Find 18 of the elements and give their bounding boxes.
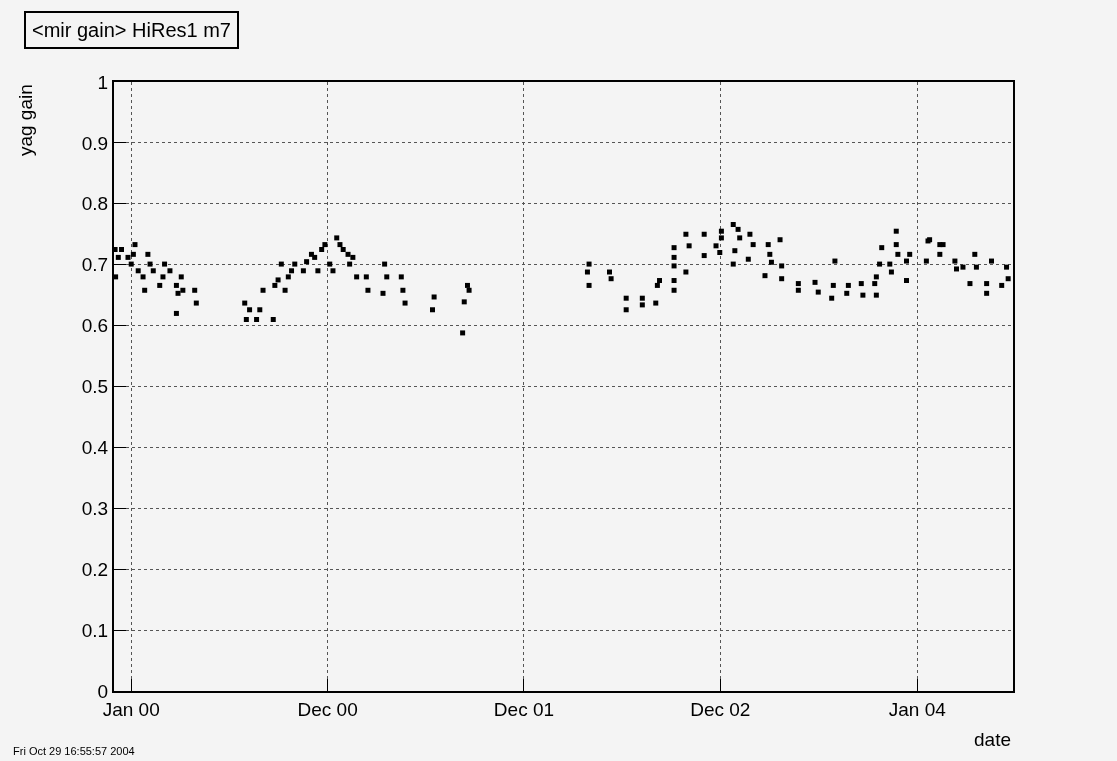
y-tick-label: 0.9 [81, 132, 109, 154]
y-tick-label: 1 [97, 71, 109, 93]
y-tick-label: 0.4 [81, 437, 109, 459]
y-tick-label: 0.2 [81, 558, 109, 580]
y-tick-label: 0.6 [81, 315, 109, 337]
x-tick-label: Dec 02 [690, 698, 751, 720]
y-tick-label: 0.8 [81, 193, 109, 215]
chart-title: <mir gain> HiRes1 m7 [32, 19, 231, 41]
x-tick-label: Dec 01 [493, 698, 555, 720]
y-tick-label: 0.3 [81, 497, 109, 519]
y-axis-title: yag gain [15, 84, 37, 157]
x-axis-title: date [974, 729, 1011, 750]
y-tick-label: 0.7 [81, 254, 109, 276]
y-tick-label: 0.1 [81, 619, 109, 641]
text: Fri Oct 29 16:55:57 2004 [13, 745, 135, 757]
y-tick-label: 0.5 [81, 376, 109, 398]
x-tick-label: Jan 04 [888, 698, 947, 720]
x-tick-label: Dec 00 [297, 698, 358, 720]
